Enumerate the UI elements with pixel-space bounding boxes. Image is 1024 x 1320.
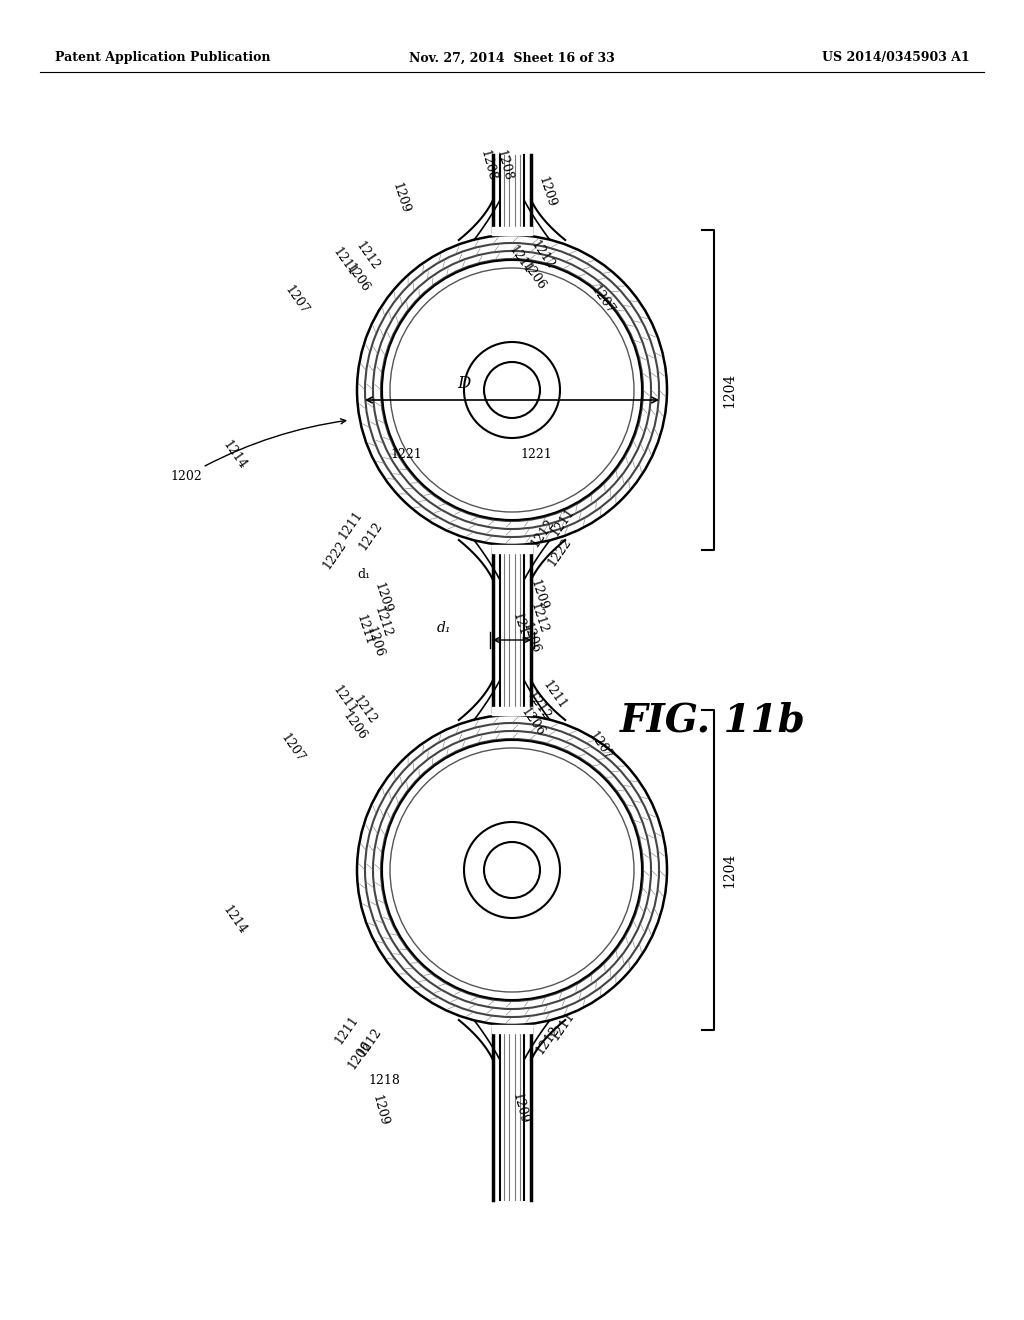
Text: 1212: 1212	[524, 689, 553, 723]
Text: 1212: 1212	[353, 239, 382, 273]
Text: 1212: 1212	[528, 239, 557, 272]
Circle shape	[354, 232, 670, 548]
Text: FIG. 11b: FIG. 11b	[620, 701, 806, 739]
Text: 1211: 1211	[548, 1010, 577, 1043]
Text: 1202: 1202	[170, 418, 346, 483]
Text: 1204: 1204	[722, 372, 736, 408]
Text: 1212: 1212	[355, 1026, 384, 1059]
Text: 1206: 1206	[343, 261, 372, 294]
Circle shape	[385, 263, 639, 517]
Text: Patent Application Publication: Patent Application Publication	[55, 51, 270, 65]
Text: 1206: 1206	[345, 1039, 374, 1072]
Text: 1211: 1211	[330, 246, 359, 279]
Text: 1209: 1209	[370, 1093, 391, 1127]
Text: 1212: 1212	[350, 693, 379, 727]
Text: 1206: 1206	[520, 620, 543, 655]
Text: 1211: 1211	[510, 611, 532, 645]
Text: 1218: 1218	[368, 1073, 400, 1086]
Text: 1206: 1206	[518, 705, 547, 739]
Text: 1211: 1211	[548, 506, 577, 539]
Text: Nov. 27, 2014  Sheet 16 of 33: Nov. 27, 2014 Sheet 16 of 33	[410, 51, 614, 65]
Bar	[492, 545, 532, 553]
Text: 1208: 1208	[478, 148, 499, 182]
Text: 1209: 1209	[536, 174, 558, 209]
Bar	[492, 1026, 532, 1034]
Text: 1214: 1214	[220, 438, 249, 471]
Text: 1209: 1209	[510, 1092, 530, 1125]
Text: 1212: 1212	[528, 601, 550, 635]
Text: 1207: 1207	[586, 729, 614, 763]
Text: 1206: 1206	[364, 624, 386, 659]
Circle shape	[354, 711, 670, 1028]
Circle shape	[486, 364, 538, 416]
Text: d₁: d₁	[357, 569, 370, 582]
Text: 1206: 1206	[340, 709, 369, 743]
Text: 1211: 1211	[336, 508, 365, 541]
Circle shape	[486, 843, 538, 896]
Text: d₁: d₁	[437, 620, 452, 635]
Text: 1212: 1212	[528, 516, 557, 549]
Text: 1209: 1209	[390, 181, 413, 215]
Text: 1214: 1214	[220, 903, 249, 937]
Text: 1211: 1211	[332, 1014, 360, 1047]
Text: 1206: 1206	[519, 259, 548, 293]
Text: 1222: 1222	[545, 536, 573, 569]
Bar	[492, 708, 532, 715]
Text: 1211: 1211	[354, 612, 376, 647]
Text: 1212: 1212	[534, 1023, 562, 1057]
Text: 1209: 1209	[372, 581, 394, 615]
Text: 1207: 1207	[278, 731, 307, 764]
Text: 1211: 1211	[506, 243, 535, 277]
Text: D: D	[457, 375, 470, 392]
Text: 1211: 1211	[330, 684, 359, 717]
Bar	[492, 227, 532, 235]
Text: 1207: 1207	[588, 284, 616, 317]
Text: 1212: 1212	[356, 519, 385, 553]
Text: 1221: 1221	[520, 449, 552, 462]
Text: 1209: 1209	[528, 578, 550, 612]
Text: 1208: 1208	[494, 148, 515, 182]
Circle shape	[385, 743, 639, 997]
Text: 1211: 1211	[540, 678, 569, 711]
Text: US 2014/0345903 A1: US 2014/0345903 A1	[822, 51, 970, 65]
Text: 1204: 1204	[722, 853, 736, 887]
Text: 1212: 1212	[372, 605, 394, 639]
Text: 1221: 1221	[390, 449, 422, 462]
Text: 1222: 1222	[319, 539, 349, 572]
Text: 1207: 1207	[282, 284, 311, 317]
